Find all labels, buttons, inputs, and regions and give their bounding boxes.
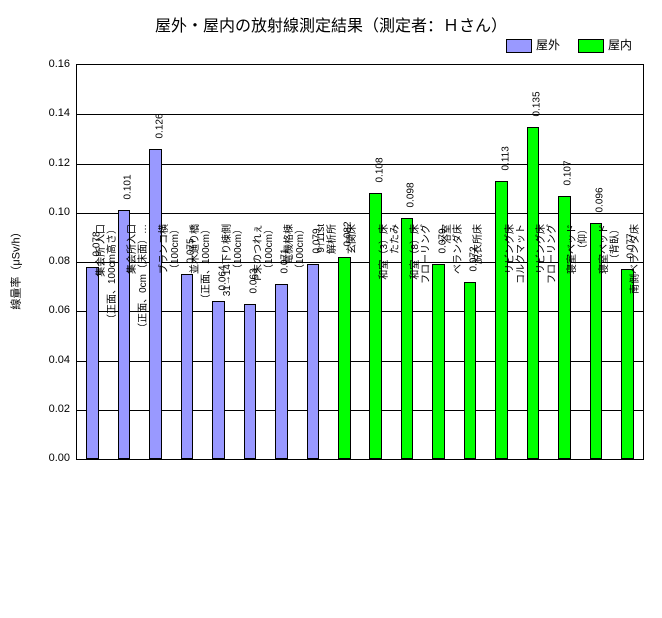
value-label: 0.098 <box>406 182 417 207</box>
y-tick-label: 0.14 <box>34 107 70 119</box>
y-tick-label: 0.10 <box>34 206 70 218</box>
gridline <box>77 164 643 165</box>
y-tick-label: 0.06 <box>34 304 70 316</box>
legend-label: 屋外 <box>536 38 560 52</box>
legend-swatch <box>506 39 532 53</box>
legend-item: 屋内 <box>578 36 632 53</box>
y-axis-label: 線量率（μSv/h） <box>8 226 24 309</box>
legend-item: 屋外 <box>506 36 560 53</box>
y-tick-label: 0.16 <box>34 58 70 70</box>
value-label: 0.108 <box>374 158 385 183</box>
chart-container: 屋外・屋内の放射線測定結果（測定者：Ｈさん） 屋外 屋内 線量率（μSv/h） 0… <box>0 0 662 618</box>
legend-label: 屋内 <box>608 38 632 52</box>
legend: 屋外 屋内 <box>488 36 632 53</box>
value-label: 0.101 <box>123 175 134 200</box>
y-tick-label: 0.02 <box>34 403 70 415</box>
value-label: 0.113 <box>500 146 511 170</box>
y-tick-label: 0.12 <box>34 157 70 169</box>
value-label: 0.135 <box>531 91 542 116</box>
chart-title: 屋外・屋内の放射線測定結果（測定者：Ｈさん） <box>0 12 662 36</box>
value-label: 0.107 <box>563 160 574 185</box>
value-label: 0.096 <box>594 187 605 212</box>
value-label: 0.126 <box>154 113 165 138</box>
y-tick-label: 0.04 <box>34 354 70 366</box>
legend-swatch <box>578 39 604 53</box>
y-tick-label: 0.08 <box>34 255 70 267</box>
y-tick-label: 0.00 <box>34 452 70 464</box>
